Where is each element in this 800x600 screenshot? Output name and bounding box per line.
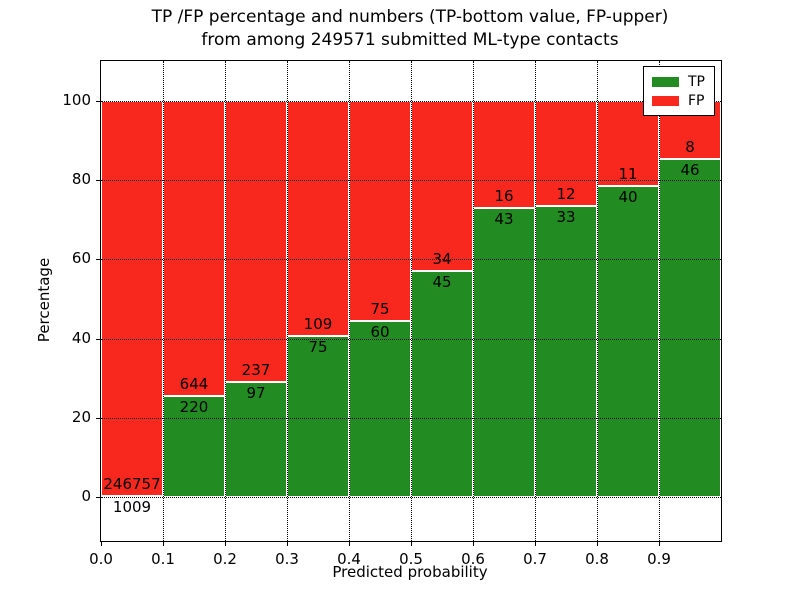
bar-segment-fp xyxy=(225,100,287,383)
bar-segment-fp xyxy=(473,100,535,209)
x-gridline xyxy=(287,61,288,541)
x-gridline xyxy=(163,61,164,541)
x-gridline xyxy=(349,61,350,541)
chart-title-line1: TP /FP percentage and numbers (TP-bottom… xyxy=(151,7,669,27)
x-tick xyxy=(349,541,350,546)
x-tick xyxy=(659,541,660,546)
y-tick-label: 60 xyxy=(71,249,91,268)
x-tick-label: 0.9 xyxy=(647,550,671,568)
x-gridline xyxy=(535,61,536,541)
x-gridline xyxy=(597,61,598,541)
x-tick xyxy=(225,541,226,546)
tp-count-label: 33 xyxy=(556,208,576,227)
bar-segment-fp xyxy=(101,100,163,496)
x-gridline xyxy=(473,61,474,541)
x-axis-label: Predicted probability xyxy=(332,563,488,581)
fp-count-label: 246757 xyxy=(103,474,161,493)
bar-segment-tp xyxy=(473,208,535,498)
y-tick xyxy=(96,338,101,340)
y-axis-label: Percentage xyxy=(35,257,53,343)
bar-segment-tp xyxy=(411,271,473,498)
y-tick-label: 40 xyxy=(71,328,91,347)
x-tick xyxy=(597,541,598,546)
y-tick xyxy=(96,100,101,102)
y-tick xyxy=(96,418,101,420)
x-tick xyxy=(411,541,412,546)
x-tick-label: 0.5 xyxy=(399,550,423,568)
y-tick xyxy=(96,259,101,261)
x-tick-label: 0.8 xyxy=(585,550,609,568)
fp-count-label: 16 xyxy=(494,187,514,206)
legend-item: TP xyxy=(652,72,705,91)
fp-count-label: 8 xyxy=(685,138,695,157)
bar-segment-fp xyxy=(287,100,349,336)
x-gridline xyxy=(225,61,226,541)
y-tick xyxy=(96,180,101,181)
fp-count-label: 644 xyxy=(179,375,209,394)
tp-count-label: 1009 xyxy=(112,497,152,516)
legend-label: TP xyxy=(688,73,705,90)
fp-count-label: 34 xyxy=(432,250,452,269)
x-tick xyxy=(163,541,164,546)
fp-count-label: 109 xyxy=(303,314,333,333)
bar-segment-fp xyxy=(163,100,225,397)
fp-count-label: 237 xyxy=(241,361,271,380)
x-tick xyxy=(287,541,288,546)
legend-tp-swatch xyxy=(652,76,679,87)
x-tick-label: 0.2 xyxy=(213,550,237,568)
tp-count-label: 40 xyxy=(618,188,638,207)
y-tick xyxy=(96,497,101,499)
fp-count-label: 11 xyxy=(618,165,638,184)
tp-count-label: 75 xyxy=(308,337,328,356)
bar-segment-tp xyxy=(597,186,659,498)
bar-segment-fp xyxy=(349,100,411,322)
bar-segment-tp xyxy=(659,159,721,498)
plot-area: 246757 1009 644 220 237 97 109 75 75 60 34 45 16 43 12… xyxy=(62,60,722,568)
legend-fp-swatch xyxy=(652,95,679,106)
y-tick-label: 100 xyxy=(62,90,91,109)
bar-segment-tp xyxy=(225,382,287,498)
bar-segment-tp xyxy=(101,495,163,498)
tp-count-label: 46 xyxy=(680,161,700,180)
bar-segment-fp xyxy=(411,100,473,272)
x-gridline xyxy=(659,61,660,541)
legend: TP FP xyxy=(643,66,715,116)
bar-segment-tp xyxy=(535,206,597,498)
tp-count-label: 220 xyxy=(179,398,209,417)
legend-label: FP xyxy=(688,92,705,109)
bar-segment-fp xyxy=(535,100,597,207)
tp-count-label: 60 xyxy=(370,323,390,342)
bar-segment-tp xyxy=(287,335,349,498)
fp-count-label: 75 xyxy=(370,300,390,319)
legend-item: FP xyxy=(652,91,705,110)
bar-segment-tp xyxy=(349,321,411,498)
x-tick-label: 0.6 xyxy=(461,550,485,568)
tp-count-label: 97 xyxy=(246,384,266,403)
tp-count-label: 43 xyxy=(494,210,514,229)
x-tick-label: 0.4 xyxy=(337,550,361,568)
x-tick-label: 0.3 xyxy=(275,550,299,568)
y-tick-label: 20 xyxy=(71,408,91,427)
chart-title-line2: from among 249571 submitted ML-type cont… xyxy=(201,30,619,50)
x-gridline xyxy=(411,61,412,541)
x-tick-label: 0.0 xyxy=(89,550,113,568)
chart-title: TP /FP percentage and numbers (TP-bottom… xyxy=(100,6,720,52)
x-tick xyxy=(535,541,536,546)
x-tick-label: 0.7 xyxy=(523,550,547,568)
x-tick xyxy=(473,541,474,546)
y-tick-label: 80 xyxy=(71,170,91,188)
x-tick-label: 0.1 xyxy=(151,550,175,568)
y-tick-label: 0 xyxy=(81,487,91,506)
tp-count-label: 45 xyxy=(432,273,452,292)
x-tick xyxy=(101,541,102,546)
fp-count-label: 12 xyxy=(556,185,576,204)
